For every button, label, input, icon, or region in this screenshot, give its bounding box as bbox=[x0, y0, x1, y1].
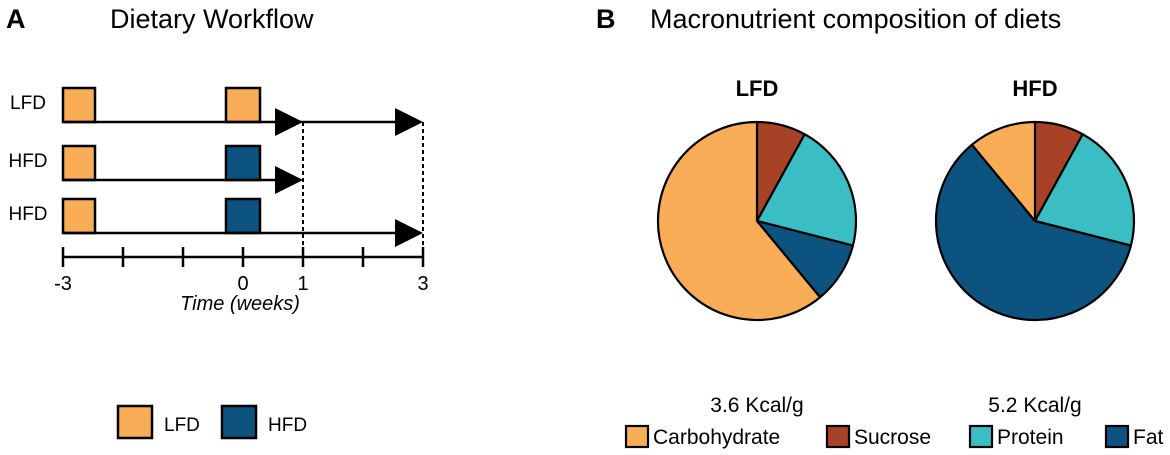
diet-box-switch bbox=[224, 86, 262, 124]
arrowhead bbox=[275, 166, 303, 194]
pie-lfd-energy-density: 3.6 Kcal/g bbox=[710, 394, 803, 417]
pie-lfd-title: LFD bbox=[736, 76, 779, 101]
workflow-row-label: HFD bbox=[8, 204, 47, 225]
time-axis-title: Time (weeks) bbox=[180, 293, 300, 315]
diet-box-switch bbox=[224, 144, 262, 182]
arrowhead bbox=[395, 219, 423, 247]
legend-label: Fat bbox=[1133, 426, 1164, 449]
pie-slice-carbohydrate bbox=[656, 120, 822, 322]
panel-b-title: Macronutrient composition of diets bbox=[650, 4, 1061, 34]
legend-swatch bbox=[825, 424, 851, 449]
pie-slice-protein bbox=[755, 133, 858, 247]
legend-swatch bbox=[624, 424, 650, 449]
legend-label: LFD bbox=[164, 415, 200, 436]
diet-box-start bbox=[61, 86, 97, 124]
time-axis-tick-label: -3 bbox=[54, 273, 72, 295]
legend-swatch bbox=[116, 404, 154, 440]
legend-label: HFD bbox=[268, 415, 307, 436]
pie-hfd-energy-density: 5.2 Kcal/g bbox=[988, 394, 1081, 417]
panel-b-legend: Carbohydrate Sucrose Protein Fat bbox=[624, 424, 1164, 449]
time-axis-tick-label: 3 bbox=[417, 273, 428, 295]
legend-label: Protein bbox=[997, 426, 1064, 449]
pie-slice-carbohydrate bbox=[970, 120, 1037, 223]
panel-b-letter: B bbox=[596, 4, 616, 34]
workflow-row: HFD bbox=[8, 144, 303, 194]
legend-swatch bbox=[220, 404, 258, 440]
workflow-row-label: LFD bbox=[10, 93, 46, 114]
pie-slice-protein bbox=[1033, 133, 1136, 247]
workflow-row: LFD bbox=[10, 86, 423, 136]
panel-a-legend: LFD HFD bbox=[116, 404, 307, 440]
pie-hfd-title: HFD bbox=[1012, 76, 1057, 101]
legend-label: Carbohydrate bbox=[653, 426, 780, 449]
panel-a-letter: A bbox=[6, 4, 26, 34]
legend-swatch bbox=[1104, 424, 1130, 449]
arrowhead bbox=[395, 108, 423, 136]
diet-box-start bbox=[61, 144, 97, 182]
legend-swatch bbox=[968, 424, 994, 449]
time-axis-tick-label: 0 bbox=[237, 273, 248, 295]
time-axis: -3 0 1 3 bbox=[54, 247, 429, 295]
diet-box-switch bbox=[224, 197, 262, 235]
workflow-row-label: HFD bbox=[8, 151, 47, 172]
pie-chart-lfd bbox=[656, 120, 858, 322]
arrowhead bbox=[275, 108, 303, 136]
pie-slice-fat bbox=[934, 143, 1132, 322]
panel-a-title: Dietary Workflow bbox=[110, 4, 314, 34]
workflow-diagram: LFD HFD HFD bbox=[8, 86, 424, 255]
time-axis-tick-label: 1 bbox=[297, 273, 308, 295]
legend-label: Sucrose bbox=[854, 426, 931, 449]
pie-chart-hfd bbox=[934, 120, 1136, 322]
diet-box-start bbox=[61, 197, 97, 235]
workflow-row: HFD bbox=[8, 197, 423, 247]
